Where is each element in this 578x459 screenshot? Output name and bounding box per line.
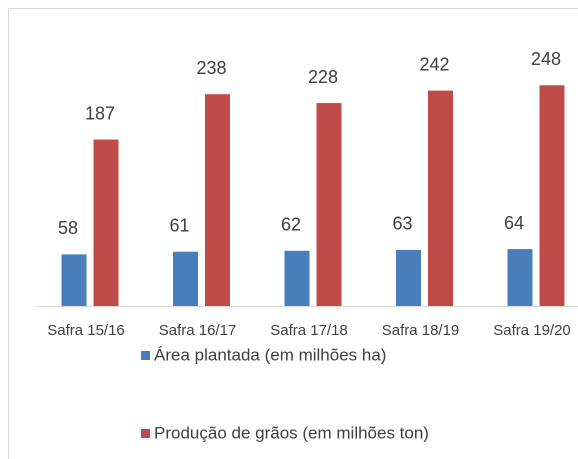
data-label: 238 — [196, 58, 226, 78]
bar — [205, 94, 230, 307]
bar — [428, 90, 453, 307]
x-tick-label: Safra 19/20 — [493, 322, 571, 339]
bar — [396, 249, 421, 306]
x-tick-label: Safra 15/16 — [47, 322, 125, 339]
chart-frame — [8, 8, 578, 459]
data-label: 64 — [504, 213, 524, 233]
bar — [539, 85, 565, 306]
data-label: 63 — [392, 214, 412, 234]
bar — [284, 250, 310, 306]
bar — [173, 251, 198, 306]
legend-swatch — [141, 429, 150, 438]
bar — [93, 139, 119, 306]
bar — [316, 103, 342, 306]
bar — [507, 249, 533, 306]
data-label: 62 — [281, 215, 301, 235]
legend-swatch — [141, 351, 150, 360]
data-label: 187 — [85, 103, 115, 123]
data-label: 61 — [169, 215, 189, 235]
x-tick-label: Safra 17/18 — [270, 322, 348, 339]
x-tick-label: Safra 18/19 — [382, 322, 460, 339]
bar — [61, 254, 87, 306]
data-label: 242 — [419, 54, 449, 74]
legend-label: Área plantada (em milhões ha) — [154, 345, 386, 364]
x-tick-label: Safra 16/17 — [159, 322, 237, 339]
legend-label: Produção de grãos (em milhões ton) — [154, 423, 429, 442]
data-label: 58 — [58, 218, 78, 238]
data-label: 248 — [531, 49, 561, 69]
data-label: 228 — [308, 67, 338, 87]
